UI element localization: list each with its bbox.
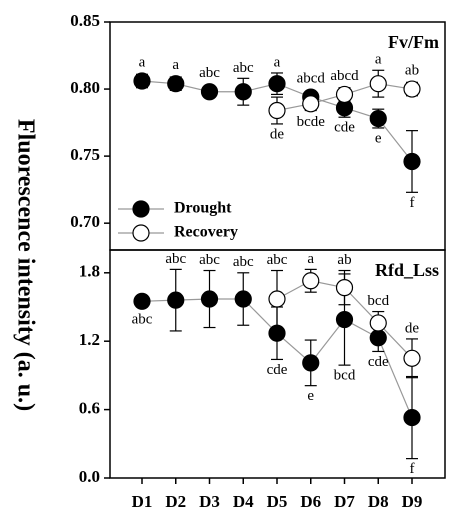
significance-letter: abc bbox=[267, 252, 288, 268]
significance-letter: a bbox=[375, 52, 382, 68]
data-point bbox=[335, 85, 354, 104]
significance-letter: a bbox=[307, 251, 314, 267]
data-point bbox=[403, 152, 421, 171]
significance-letter: cde bbox=[334, 120, 355, 136]
significance-letter: bcde bbox=[297, 114, 326, 130]
x-tick-label: D2 bbox=[165, 492, 186, 511]
significance-letter: cde bbox=[267, 362, 288, 378]
significance-letter: abc bbox=[165, 251, 186, 267]
x-tick-label: D6 bbox=[300, 492, 321, 511]
data-point bbox=[200, 83, 219, 101]
significance-letter: f bbox=[410, 195, 415, 211]
data-point bbox=[302, 272, 320, 290]
data-point bbox=[268, 290, 286, 308]
y-tick-label: 0.70 bbox=[70, 212, 100, 231]
data-point bbox=[403, 349, 421, 367]
data-point bbox=[403, 80, 421, 98]
y-tick-label: 0.0 bbox=[79, 467, 100, 486]
data-point bbox=[234, 290, 252, 308]
significance-letter: ab bbox=[405, 62, 419, 78]
data-point bbox=[268, 101, 286, 120]
data-point bbox=[133, 72, 151, 90]
data-point bbox=[234, 83, 252, 101]
legend-marker bbox=[132, 200, 150, 218]
significance-letter: ab bbox=[337, 252, 351, 268]
y-tick-label: 1.2 bbox=[79, 330, 100, 349]
panel-title: Rfd_Lss bbox=[375, 260, 439, 280]
significance-letter: abc bbox=[199, 252, 220, 268]
significance-letter: a bbox=[139, 54, 146, 70]
x-tick-label: D8 bbox=[368, 492, 389, 511]
data-point bbox=[369, 75, 387, 93]
significance-letter: de bbox=[405, 320, 420, 336]
data-point bbox=[335, 310, 354, 329]
y-tick-label: 0.6 bbox=[79, 399, 100, 418]
significance-letter: abc bbox=[233, 254, 254, 270]
data-point bbox=[302, 354, 320, 372]
significance-letter: abcd bbox=[297, 71, 326, 87]
significance-letter: abcd bbox=[330, 68, 359, 84]
legend-label: Drought bbox=[174, 200, 232, 217]
panel-title: Fv/Fm bbox=[388, 32, 439, 52]
x-tick-label: D3 bbox=[199, 492, 220, 511]
x-tick-label: D7 bbox=[334, 492, 355, 511]
significance-letter: e bbox=[375, 130, 382, 146]
data-point bbox=[133, 292, 151, 310]
data-point bbox=[200, 290, 219, 308]
data-point bbox=[302, 95, 320, 113]
data-point bbox=[335, 279, 354, 297]
significance-letter: abc bbox=[233, 60, 254, 76]
y-tick-label: 0.80 bbox=[70, 78, 100, 97]
significance-letter: e bbox=[307, 388, 314, 404]
significance-letter: bcd bbox=[367, 293, 389, 309]
significance-letter: a bbox=[172, 57, 179, 73]
data-point bbox=[369, 109, 387, 128]
y-tick-label: 0.75 bbox=[70, 145, 100, 164]
x-tick-label: D1 bbox=[132, 492, 153, 511]
legend-marker bbox=[132, 224, 150, 242]
data-point bbox=[167, 291, 185, 309]
significance-letter: de bbox=[270, 126, 285, 142]
significance-letter: a bbox=[274, 54, 281, 70]
y-axis-label: Fluorescence intensity (a. u.) bbox=[12, 119, 38, 411]
data-point bbox=[268, 75, 286, 93]
data-point bbox=[369, 314, 387, 332]
significance-letter: f bbox=[410, 461, 415, 477]
legend-label: Recovery bbox=[174, 224, 238, 241]
y-tick-label: 0.85 bbox=[70, 11, 100, 30]
data-point bbox=[167, 75, 185, 93]
x-tick-label: D4 bbox=[233, 492, 254, 511]
significance-letter: bcd bbox=[334, 368, 356, 384]
significance-letter: abc bbox=[132, 312, 153, 328]
x-tick-label: D9 bbox=[402, 492, 423, 511]
x-tick-label: D5 bbox=[267, 492, 288, 511]
significance-letter: abc bbox=[199, 65, 220, 81]
data-point bbox=[403, 408, 421, 427]
y-tick-label: 1.8 bbox=[79, 262, 100, 281]
significance-letter: cde bbox=[368, 354, 389, 370]
